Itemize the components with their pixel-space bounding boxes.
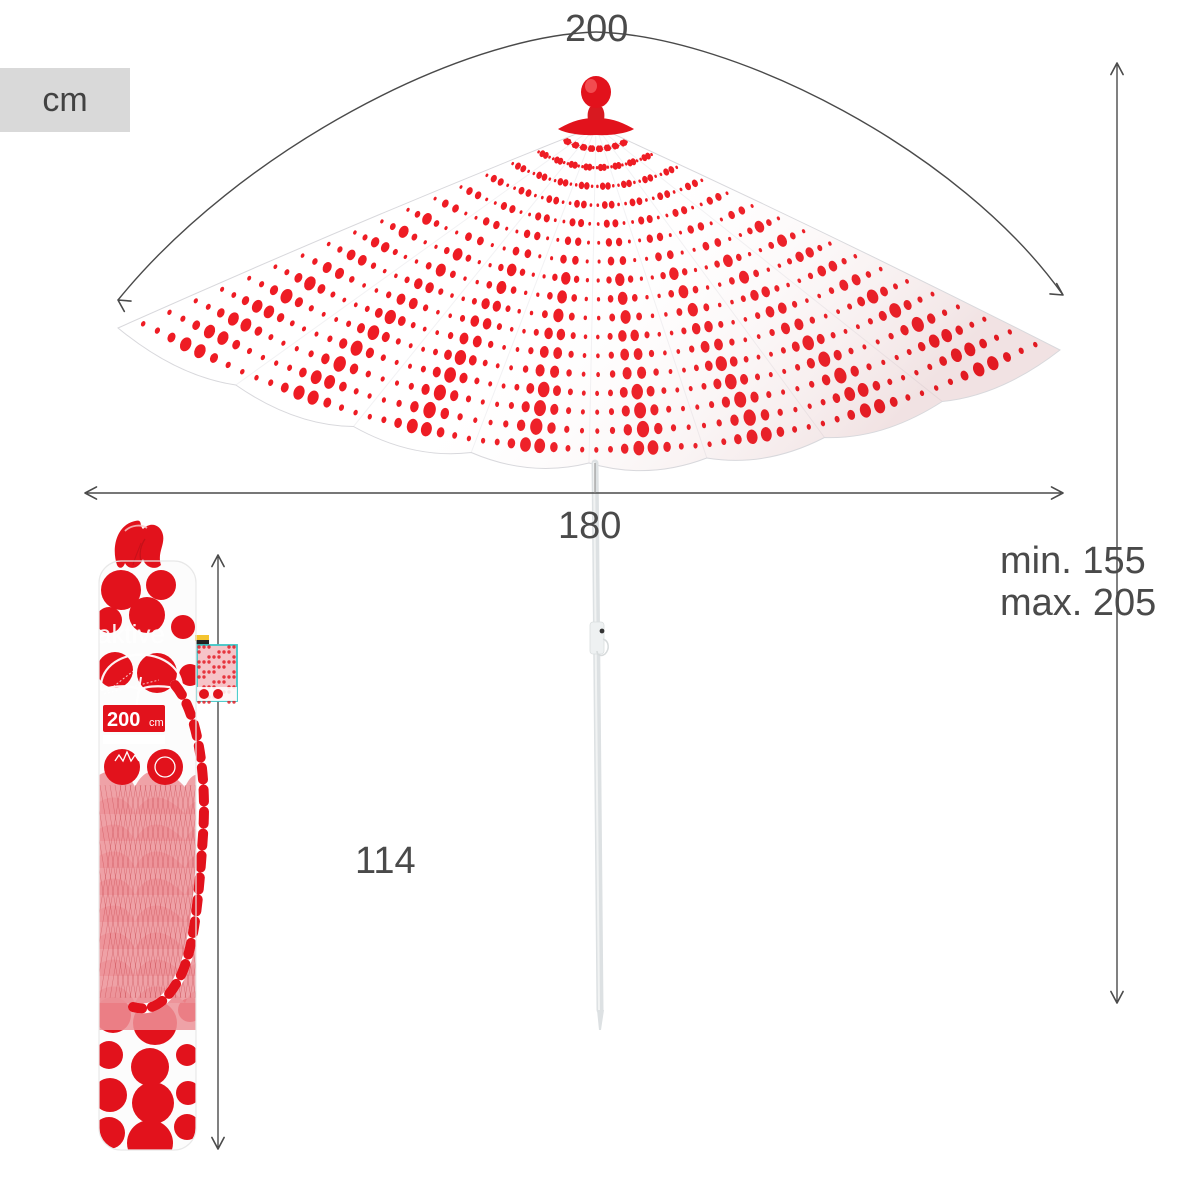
svg-text:cm: cm [149,717,164,729]
svg-text:aktive: aktive [97,619,165,649]
svg-text:200: 200 [107,709,140,731]
